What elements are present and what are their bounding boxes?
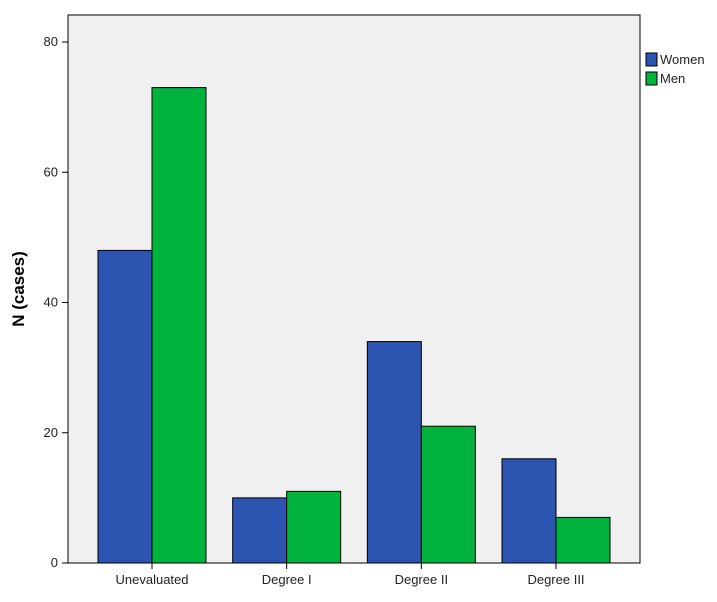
x-tick-label: Degree III [527, 572, 584, 587]
x-tick-label: Degree I [262, 572, 312, 587]
y-tick-label: 40 [44, 295, 58, 310]
bar-women-3 [501, 458, 557, 564]
y-axis: 0 20 40 60 80 [44, 34, 68, 570]
bar-women-1 [232, 497, 288, 564]
legend-swatch-women [645, 52, 658, 67]
x-axis: Unevaluated Degree I Degree II Degree III [116, 563, 585, 587]
legend-label-women: Women [660, 52, 705, 67]
y-tick-label: 60 [44, 164, 58, 179]
bars-group [97, 87, 611, 564]
x-tick-label: Unevaluated [116, 572, 189, 587]
bar-women-0 [97, 249, 153, 564]
bar-men-1 [286, 490, 342, 564]
legend: Women Men [645, 52, 705, 86]
bar-men-0 [151, 87, 207, 564]
y-tick-label: 80 [44, 34, 58, 49]
y-tick-label: 0 [51, 555, 58, 570]
legend-label-men: Men [660, 71, 685, 86]
legend-swatch-men [645, 71, 658, 86]
bar-men-2 [420, 425, 476, 564]
bar-men-3 [555, 516, 611, 564]
y-axis-title: N (cases) [9, 251, 28, 327]
y-tick-label: 20 [44, 425, 58, 440]
bar-women-2 [366, 341, 422, 564]
x-tick-label: Degree II [395, 572, 448, 587]
